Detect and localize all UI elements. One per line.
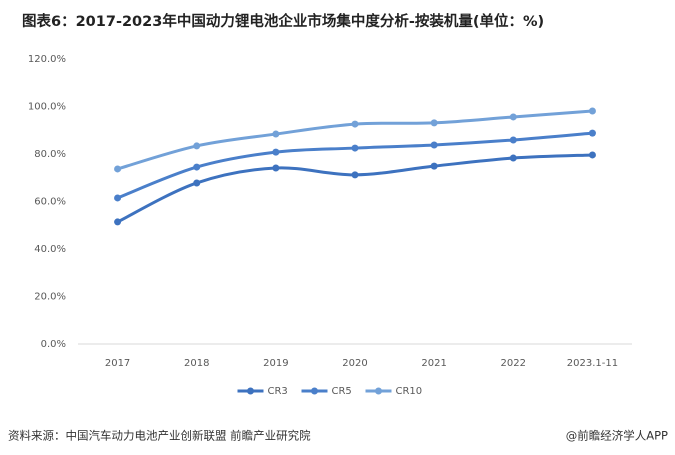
point bbox=[588, 151, 596, 159]
point bbox=[272, 164, 280, 172]
point bbox=[509, 113, 517, 121]
x-tick-label: 2023.1-11 bbox=[567, 358, 618, 369]
y-tick-label: 120.0% bbox=[28, 54, 66, 65]
point bbox=[193, 142, 201, 150]
brand-note: @前瞻经济学人APP bbox=[566, 429, 668, 443]
legend-label: CR5 bbox=[332, 386, 352, 397]
chart-title: 图表6：2017-2023年中国动力锂电池企业市场集中度分析-按装机量(单位：%… bbox=[22, 12, 544, 30]
point bbox=[114, 165, 122, 173]
point bbox=[430, 162, 438, 170]
point bbox=[509, 154, 517, 162]
y-tick-label: 40.0% bbox=[34, 244, 66, 255]
x-tick-label: 2019 bbox=[263, 358, 288, 369]
y-tick-label: 20.0% bbox=[34, 292, 66, 303]
point bbox=[272, 148, 280, 156]
point bbox=[509, 136, 517, 144]
point bbox=[588, 107, 596, 115]
legend-marker bbox=[375, 387, 382, 395]
point bbox=[114, 194, 122, 202]
point bbox=[272, 130, 280, 138]
x-tick-label: 2020 bbox=[342, 358, 367, 369]
x-tick-label: 2018 bbox=[184, 358, 209, 369]
point bbox=[114, 218, 122, 226]
y-tick-label: 0.0% bbox=[41, 339, 66, 350]
point bbox=[588, 129, 596, 137]
legend-marker bbox=[311, 387, 318, 395]
x-tick-label: 2021 bbox=[421, 358, 446, 369]
point bbox=[351, 171, 359, 179]
legend-label: CR10 bbox=[396, 386, 423, 397]
line bbox=[117, 131, 593, 200]
x-tick-label: 2022 bbox=[501, 358, 526, 369]
point bbox=[193, 179, 201, 187]
y-tick-label: 60.0% bbox=[34, 197, 66, 208]
legend-label: CR3 bbox=[268, 386, 288, 397]
legend-marker bbox=[247, 387, 254, 395]
source-note: 资料来源：中国汽车动力电池产业创新联盟 前瞻产业研究院 bbox=[8, 429, 311, 443]
point bbox=[430, 119, 438, 127]
x-tick-label: 2017 bbox=[105, 358, 130, 369]
point bbox=[430, 141, 438, 149]
point bbox=[193, 163, 201, 171]
line bbox=[116, 153, 593, 224]
y-tick-label: 100.0% bbox=[28, 102, 66, 113]
y-tick-label: 80.0% bbox=[34, 149, 66, 160]
point bbox=[351, 120, 359, 128]
point bbox=[351, 144, 359, 152]
